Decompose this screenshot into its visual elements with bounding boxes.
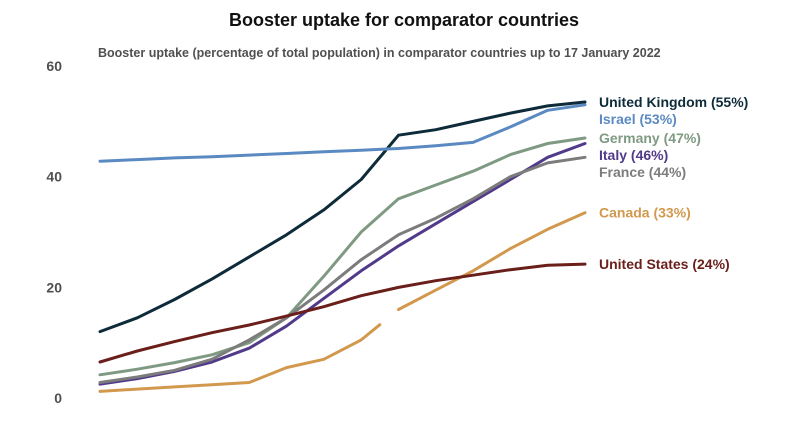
legend: United Kingdom (55%)Israel (53%) Germany … xyxy=(599,94,748,272)
legend-label-united-kingdom: United Kingdom (55%) xyxy=(599,94,748,110)
legend-label-israel: Israel (53%) xyxy=(599,111,677,127)
legend-label-united-states: United States (24%) xyxy=(599,256,730,272)
chart-subtitle: Booster uptake (percentage of total popu… xyxy=(98,46,661,60)
legend-label-germany: Germany (47%) xyxy=(599,130,701,146)
chart-title: Booster uptake for comparator countries xyxy=(228,10,580,30)
legend-label-france: France (44%) xyxy=(599,164,686,180)
series-line-united-states xyxy=(98,262,587,364)
series-line-france xyxy=(98,155,587,384)
y-tick-label: 0 xyxy=(54,390,62,406)
series-line-canada xyxy=(98,211,587,393)
series-line-israel xyxy=(98,103,587,163)
series-line-united-kingdom xyxy=(98,100,587,334)
y-tick-label: 20 xyxy=(46,279,62,295)
legend-label-italy: Italy (46%) xyxy=(599,147,668,163)
y-tick-label: 40 xyxy=(46,169,62,185)
y-axis-ticks: 0 20 40 60 xyxy=(46,58,62,406)
legend-label-canada: Canada (33%) xyxy=(599,205,691,221)
series-line-germany xyxy=(98,136,587,377)
y-tick-label: 60 xyxy=(46,58,62,74)
series-lines xyxy=(98,100,587,393)
